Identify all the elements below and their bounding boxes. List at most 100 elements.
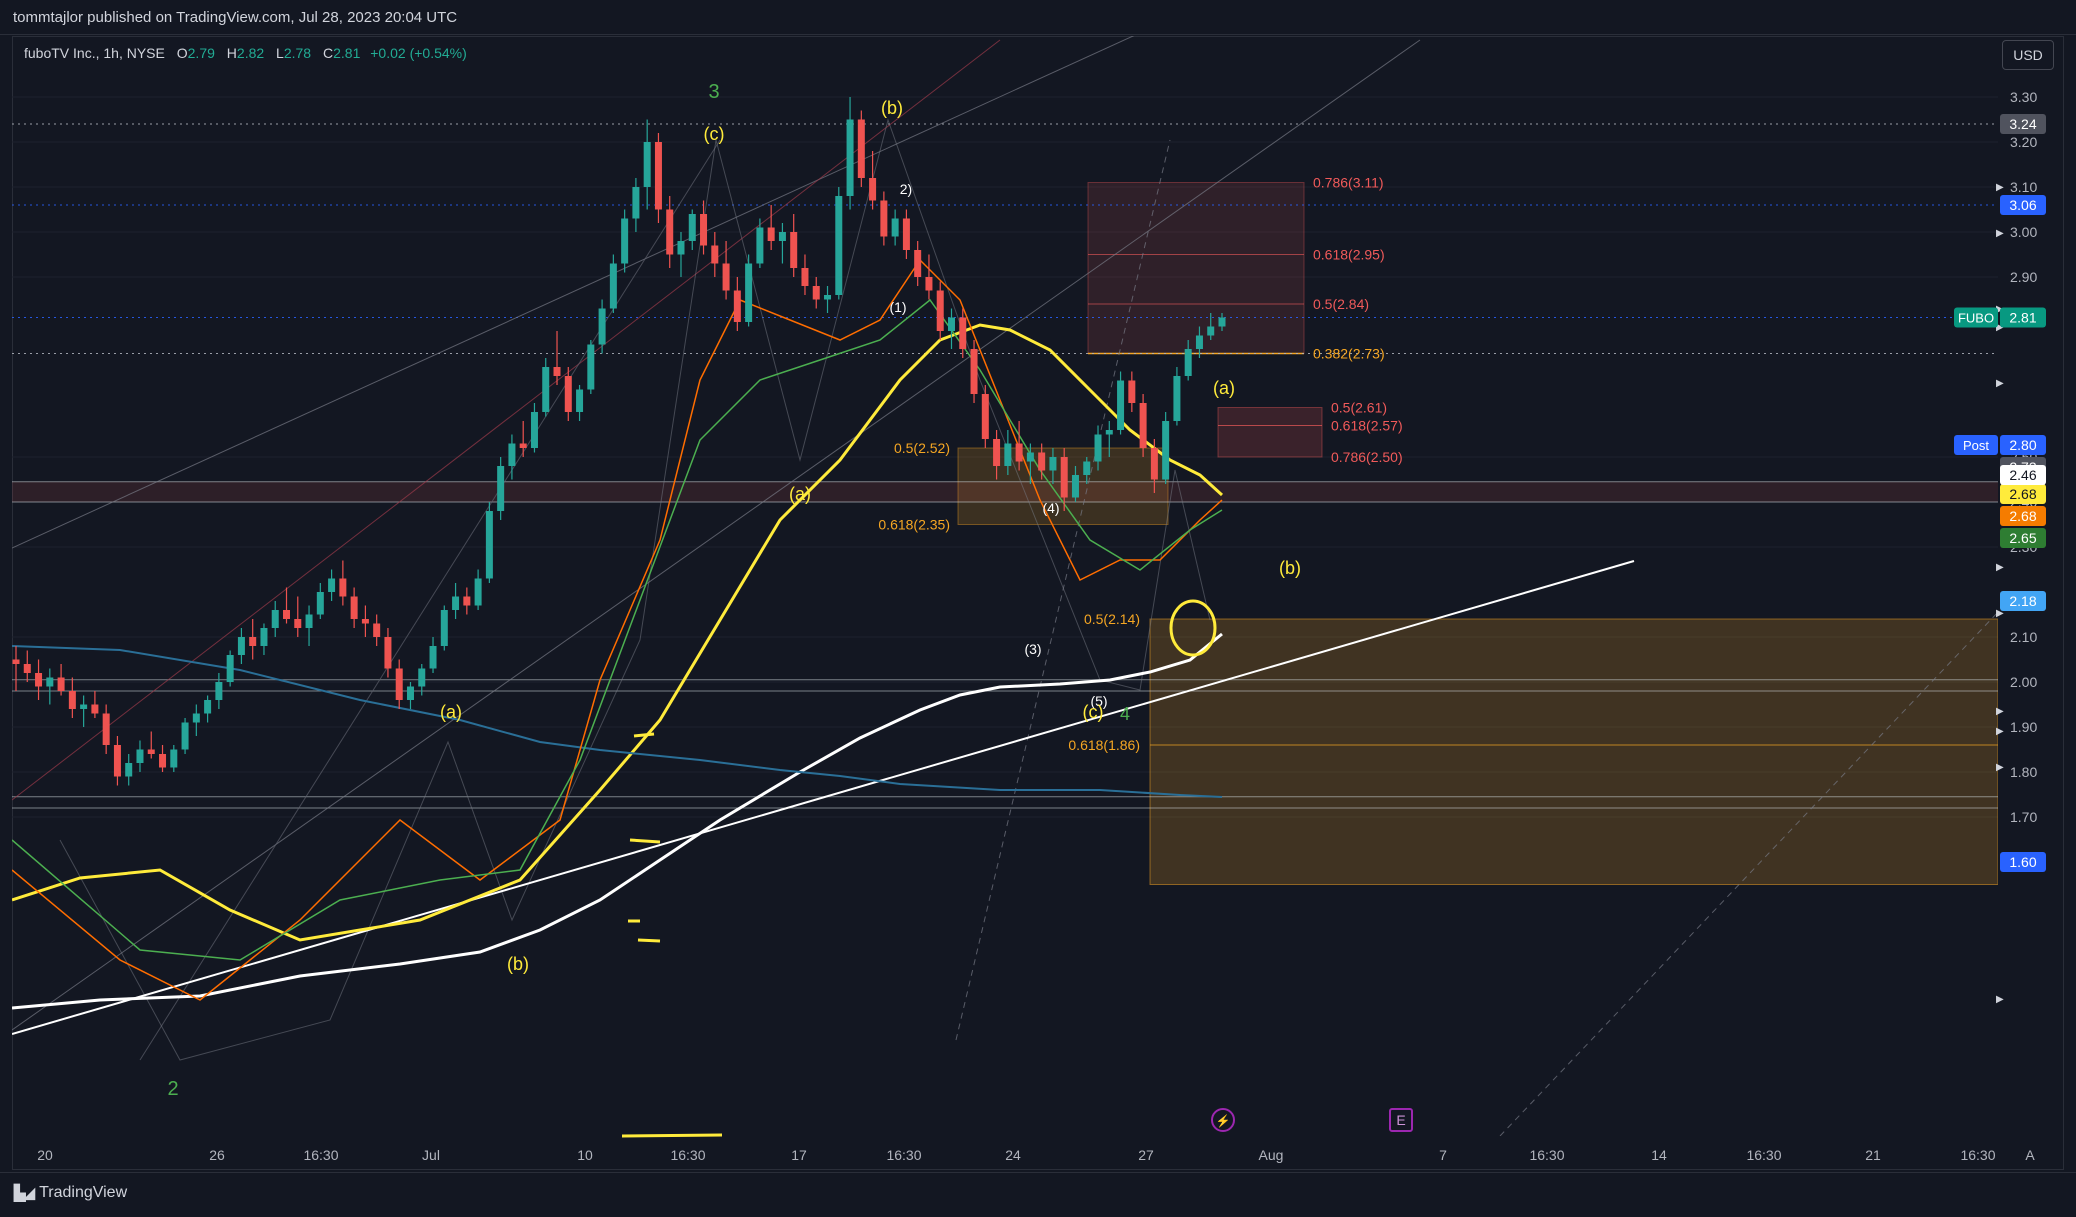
candle-body [790,232,798,268]
candle-body [530,412,538,448]
candle-body [576,389,584,412]
wave-label: 2) [900,181,912,197]
time-tick: 27 [1138,1147,1154,1163]
price-tick: 1.80 [2010,764,2037,780]
candle-body [294,619,302,628]
trend-line [955,139,1171,1041]
scale-arrow-icon: ▶ [1996,608,2004,619]
wave-label: (c) [1083,702,1104,722]
candle-body [1207,326,1215,336]
price-badge-tag-text: Post [1963,438,1989,453]
open-value: 2.79 [187,45,215,61]
wave-label: (b) [1279,558,1301,578]
tradingview-brand[interactable]: ▙◢ TradingView [14,1184,127,1202]
time-tick: 16:30 [670,1147,705,1163]
candle-body [1218,317,1226,327]
price-tick: 3.10 [2010,179,2037,195]
candle-body [80,704,88,709]
price-badge-text: 2.46 [2009,467,2036,483]
candle-body [1083,461,1091,475]
candle-body [260,628,268,646]
candle-body [192,713,200,723]
candle-body [700,214,708,246]
trend-line [12,39,1001,801]
trend-line [139,139,721,1061]
scale-arrow-icon: ▶ [1996,304,2004,315]
candle-body [654,142,662,210]
candle-body [1105,430,1113,435]
close-label: C [322,45,334,61]
price-tick: 3.30 [2010,89,2037,105]
currency-button[interactable]: USD [2002,40,2054,70]
low-label: L [276,45,284,61]
price-tick: 1.90 [2010,719,2037,735]
scale-arrow-icon: ▶ [1996,762,2004,773]
candle-body [1139,403,1147,448]
ma-blue-step [12,645,1223,798]
candle-body [283,610,291,619]
candle-body [350,596,358,619]
fib-label: 0.5(2.52) [894,440,950,456]
candle-body [947,317,955,331]
fib-label: 0.5(2.84) [1313,296,1369,312]
candle-body [1150,448,1158,480]
candle-body [778,232,786,241]
symbol-name: fuboTV Inc., 1h, NYSE [24,45,165,61]
candle-body [914,250,922,277]
candle-body [1162,421,1170,480]
scale-arrow-icon: ▶ [1996,322,2004,333]
candle-body [1071,475,1079,498]
fib-zone-upper [1087,182,1305,354]
scale-arrow-icon: ▶ [1996,378,2004,389]
time-tick: 24 [1005,1147,1021,1163]
fib-label: 0.618(2.95) [1313,247,1385,263]
candle-body [857,119,865,178]
brand-name: TradingView [39,1184,128,1201]
publish-header: tommtajlor published on TradingView.com,… [0,0,2076,35]
chart-pane[interactable] [12,36,2064,1170]
price-badge-text: 3.06 [2009,197,2036,213]
candle-body [891,218,899,237]
wave-label: (b) [507,954,529,974]
price-badge-text: 2.68 [2009,486,2036,502]
price-tick: 2.10 [2010,629,2037,645]
candle-body [959,317,967,349]
moving-averages [12,258,1224,1010]
time-tick: 16:30 [886,1147,921,1163]
price-badge [2000,195,2046,215]
price-tick: 3.00 [2010,224,2037,240]
fib-label: 0.786(2.50) [1331,449,1403,465]
close-value: 2.81 [333,45,361,61]
scale-arrow-icon: ▶ [1996,562,2004,573]
candle-body [835,196,843,295]
price-badge [2000,465,2046,485]
candle-body [970,349,978,394]
scale-arrow-icon: ▶ [1996,182,2004,193]
time-tick: Aug [1259,1147,1284,1163]
trend-line [12,36,1135,549]
candle-body [474,578,482,606]
candles [12,97,1226,786]
candle-body [993,439,1001,466]
price-badge-text: 1.60 [2009,854,2036,870]
candle-body [1128,380,1136,403]
time-tick: 26 [209,1147,225,1163]
fib-label: 0.786(3.11) [1313,175,1384,191]
fib-zone-target [1149,618,1998,885]
candle-body [485,511,493,579]
price-tick: 1.70 [2010,809,2037,825]
candle-body [68,691,76,709]
candle-body [553,367,561,376]
candle-body [756,227,764,264]
time-tick: 16:30 [1746,1147,1781,1163]
candle-body [711,245,719,264]
wave-label: 3 [708,81,719,103]
candle-body [125,763,133,777]
ma-orange [12,258,1223,1001]
candle-body [463,596,471,606]
candle-body [418,668,426,687]
candle-body [824,295,832,300]
wave-label: (4) [1042,500,1059,516]
candle-body [621,218,629,264]
